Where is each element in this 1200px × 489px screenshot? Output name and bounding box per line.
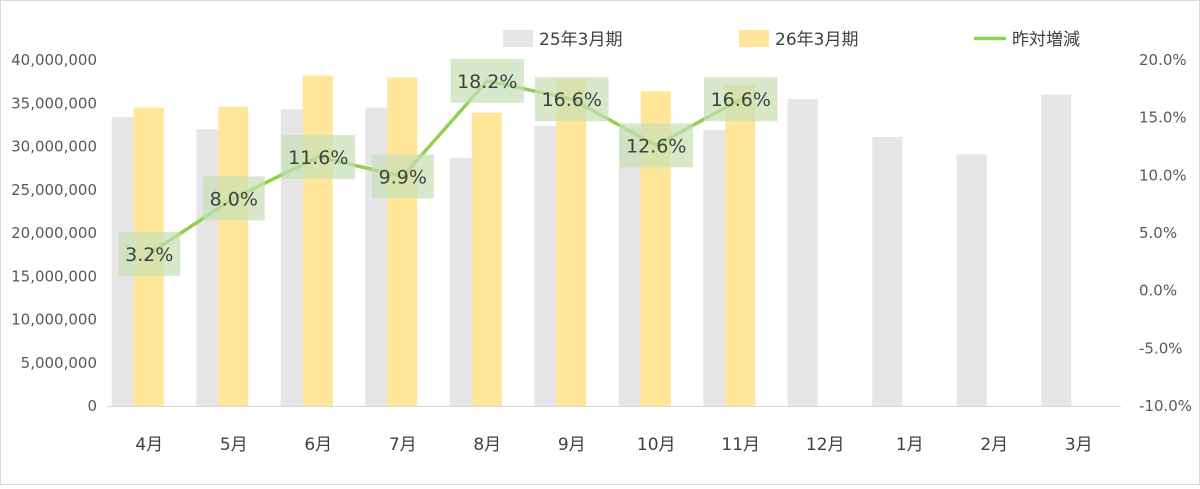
x-tick-label: 2月 bbox=[980, 435, 1008, 455]
y-right-tick-label: 0.0% bbox=[1139, 282, 1177, 300]
bar-26-3 bbox=[471, 112, 502, 406]
bar-25-3 bbox=[1041, 94, 1072, 406]
data-label: 18.2% bbox=[457, 71, 517, 93]
bar-26-3 bbox=[302, 75, 333, 406]
x-tick-label: 12月 bbox=[806, 435, 845, 455]
bar-26-3 bbox=[387, 77, 418, 407]
y-left-tick-label: 20,000,000 bbox=[11, 224, 97, 242]
data-label-bg bbox=[450, 58, 524, 103]
y-left-tick-label: 35,000,000 bbox=[11, 94, 97, 112]
y-right-tick-label: 20.0% bbox=[1139, 51, 1187, 69]
y-right-tick-label: -5.0% bbox=[1139, 339, 1183, 357]
x-tick-label: 1月 bbox=[896, 435, 924, 455]
y-left-tick-label: 5,000,000 bbox=[21, 354, 97, 372]
legend-swatch-25-3 bbox=[503, 30, 533, 47]
data-label: 12.6% bbox=[626, 135, 686, 157]
bar-26-3 bbox=[556, 79, 587, 406]
bar-26-3 bbox=[218, 106, 249, 407]
y-right-tick-label: 15.0% bbox=[1139, 109, 1187, 127]
x-tick-label: 9月 bbox=[558, 435, 586, 455]
y-left-tick-label: 0 bbox=[87, 397, 97, 415]
y-right-tick-label: -10.0% bbox=[1139, 397, 1192, 415]
data-label: 8.0% bbox=[210, 188, 258, 210]
data-label-bg bbox=[202, 176, 265, 221]
x-tick-label: 4月 bbox=[135, 435, 163, 455]
data-label-bg bbox=[118, 231, 181, 276]
y-left-tick-label: 15,000,000 bbox=[11, 267, 97, 285]
bar-25-3 bbox=[787, 98, 818, 407]
x-tick-label: 8月 bbox=[473, 435, 501, 455]
legend-swatch-26-3 bbox=[739, 30, 769, 47]
data-label-bg bbox=[281, 134, 355, 179]
y-left-tick-label: 40,000,000 bbox=[11, 51, 97, 69]
data-label-bg bbox=[704, 77, 778, 122]
legend-label: 25年3月期 bbox=[539, 30, 622, 50]
y-right-tick-label: 5.0% bbox=[1139, 224, 1177, 242]
y-left-tick-label: 10,000,000 bbox=[11, 311, 97, 329]
data-label: 11.6% bbox=[288, 147, 348, 169]
legend-label: 26年3月期 bbox=[775, 30, 858, 50]
x-tick-label: 5月 bbox=[220, 435, 248, 455]
x-tick-label: 11月 bbox=[721, 435, 760, 455]
data-label-bg bbox=[535, 77, 609, 122]
x-tick-label: 7月 bbox=[389, 435, 417, 455]
data-label-bg bbox=[371, 154, 434, 199]
x-tick-label: 6月 bbox=[304, 435, 332, 455]
bar-25-3 bbox=[956, 154, 987, 406]
bar-26-3 bbox=[725, 85, 756, 407]
data-label: 3.2% bbox=[125, 244, 173, 266]
data-label: 16.6% bbox=[711, 89, 771, 111]
data-label: 16.6% bbox=[542, 89, 602, 111]
x-tick-label: 3月 bbox=[1065, 435, 1093, 455]
y-left-tick-label: 30,000,000 bbox=[11, 138, 97, 156]
bar-25-3 bbox=[872, 136, 903, 407]
data-label-bg bbox=[619, 123, 693, 168]
x-tick-label: 10月 bbox=[637, 435, 676, 455]
y-right-tick-label: 10.0% bbox=[1139, 166, 1187, 184]
legend-label: 昨対増減 bbox=[1012, 30, 1080, 50]
y-left-tick-label: 25,000,000 bbox=[11, 181, 97, 199]
data-label: 9.9% bbox=[379, 166, 427, 188]
